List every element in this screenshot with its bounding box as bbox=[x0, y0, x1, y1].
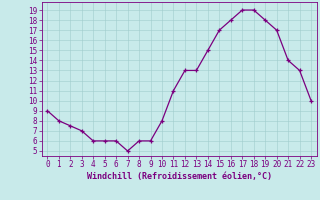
X-axis label: Windchill (Refroidissement éolien,°C): Windchill (Refroidissement éolien,°C) bbox=[87, 172, 272, 181]
